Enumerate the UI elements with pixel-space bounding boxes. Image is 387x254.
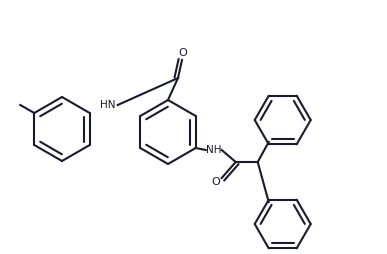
Text: O: O	[179, 48, 187, 58]
Text: HN: HN	[100, 100, 115, 110]
Text: NH: NH	[206, 145, 221, 155]
Text: O: O	[211, 177, 220, 187]
